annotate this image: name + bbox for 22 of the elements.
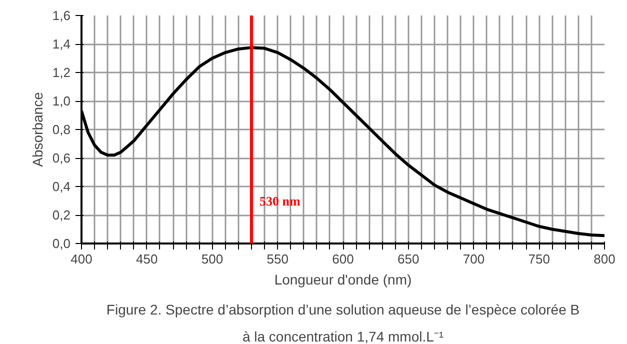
x-tick-label: 600 [332, 252, 354, 266]
y-tick-label: 0,0 [52, 236, 71, 251]
x-tick-label: 650 [398, 252, 420, 266]
caption: Figure 2. Spectre d’absorption d’une solution aqueuse de l’espèce colorée B à la concentration 1,74 mmol.L⁻¹ [106, 302, 580, 344]
y-tick-label: 1,6 [52, 8, 71, 23]
x-tick-label: 450 [136, 252, 158, 266]
y-tick-label: 1,4 [52, 36, 71, 52]
x-tick-label: 500 [201, 252, 224, 266]
y-tick-label: 1,2 [52, 65, 71, 80]
y-tick-label: 1,0 [52, 94, 71, 108]
x-tick-label: 400 [70, 252, 92, 266]
ref-line-label: 530 nm [259, 194, 300, 208]
y-tick-label: 0,8 [52, 122, 71, 137]
x-tick-label: 750 [528, 252, 550, 266]
y-tick-label: 0,4 [52, 179, 71, 194]
x-tick-label: 800 [594, 252, 616, 266]
x-axis-title: Longueur d'onde (nm) [274, 272, 412, 288]
x-tick-label: 550 [266, 252, 288, 266]
y-tick-label: 0,6 [52, 150, 71, 166]
y-tick-label: 0,2 [52, 208, 71, 222]
x-tick-label: 700 [462, 252, 485, 266]
y-axis-title: Absorbance [29, 92, 46, 167]
